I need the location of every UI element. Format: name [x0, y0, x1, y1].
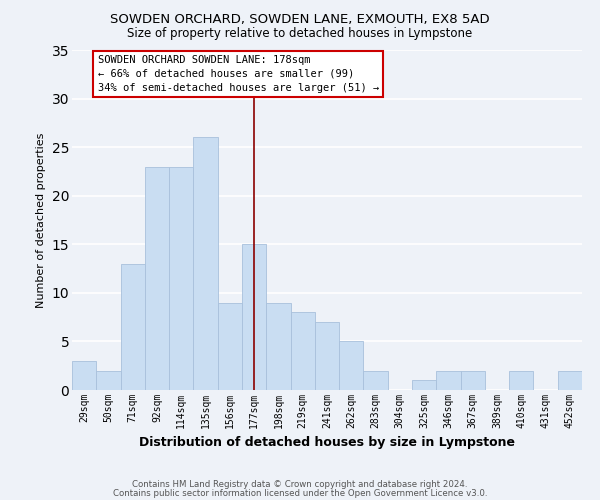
X-axis label: Distribution of detached houses by size in Lympstone: Distribution of detached houses by size … [139, 436, 515, 450]
Bar [96, 370, 121, 390]
Bar [242, 244, 266, 390]
Text: Contains public sector information licensed under the Open Government Licence v3: Contains public sector information licen… [113, 488, 487, 498]
Bar [193, 138, 218, 390]
Text: Contains HM Land Registry data © Crown copyright and database right 2024.: Contains HM Land Registry data © Crown c… [132, 480, 468, 489]
Bar [315, 322, 339, 390]
Bar [145, 166, 169, 390]
Text: SOWDEN ORCHARD SOWDEN LANE: 178sqm
← 66% of detached houses are smaller (99)
34%: SOWDEN ORCHARD SOWDEN LANE: 178sqm ← 66%… [97, 55, 379, 93]
Bar [218, 302, 242, 390]
Y-axis label: Number of detached properties: Number of detached properties [36, 132, 46, 308]
Bar [72, 361, 96, 390]
Bar [290, 312, 315, 390]
Bar [558, 370, 582, 390]
Bar [461, 370, 485, 390]
Bar [412, 380, 436, 390]
Bar [436, 370, 461, 390]
Text: SOWDEN ORCHARD, SOWDEN LANE, EXMOUTH, EX8 5AD: SOWDEN ORCHARD, SOWDEN LANE, EXMOUTH, EX… [110, 12, 490, 26]
Bar [121, 264, 145, 390]
Bar [509, 370, 533, 390]
Bar [364, 370, 388, 390]
Bar [266, 302, 290, 390]
Text: Size of property relative to detached houses in Lympstone: Size of property relative to detached ho… [127, 28, 473, 40]
Bar [169, 166, 193, 390]
Bar [339, 342, 364, 390]
